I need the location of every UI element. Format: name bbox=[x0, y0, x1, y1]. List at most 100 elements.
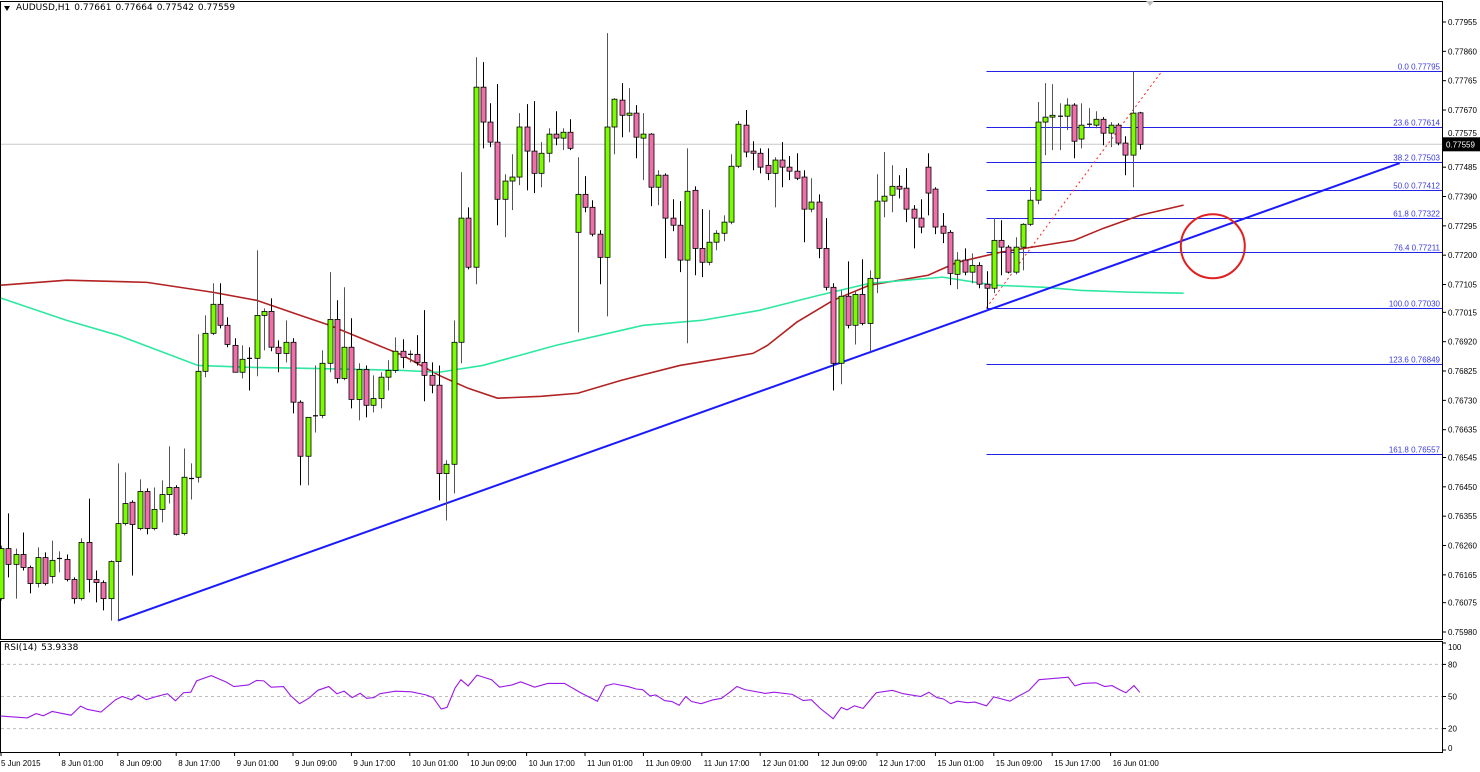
candle bbox=[494, 84, 501, 226]
candle-body-bear bbox=[816, 201, 823, 249]
candle-body-bull bbox=[867, 277, 874, 324]
candle bbox=[808, 178, 815, 213]
candle-body-bear bbox=[400, 350, 407, 358]
candle bbox=[247, 347, 252, 391]
candle-body-bear bbox=[487, 121, 494, 143]
candle-body-bear bbox=[1071, 104, 1078, 142]
rsi-tick-label: 50 bbox=[1448, 693, 1457, 702]
candle-body-bear bbox=[940, 225, 947, 234]
candle bbox=[567, 119, 574, 151]
candle-body-bear bbox=[348, 346, 355, 400]
candle bbox=[867, 270, 874, 352]
candle-body-bear bbox=[648, 133, 655, 188]
candle bbox=[487, 103, 494, 148]
price-tick-label: 0.77390 bbox=[1448, 193, 1477, 202]
candle-body-bull bbox=[1093, 118, 1100, 126]
candle-body-bull bbox=[735, 123, 742, 167]
price-tick-label: 0.77200 bbox=[1448, 251, 1477, 260]
candle bbox=[940, 213, 947, 244]
candle bbox=[750, 141, 757, 171]
candle-body-bear bbox=[699, 247, 706, 263]
candle-body-bull bbox=[1027, 199, 1034, 225]
rsi-line bbox=[0, 674, 1141, 720]
candle-body-bull bbox=[254, 315, 261, 359]
candle-body-bull bbox=[356, 369, 363, 400]
candle bbox=[93, 570, 100, 603]
candle-body-bear bbox=[794, 170, 801, 179]
candle bbox=[0, 545, 5, 601]
time-tick-label: 9 Jun 09:00 bbox=[295, 759, 337, 768]
candle-body-bear bbox=[553, 133, 560, 139]
candle bbox=[611, 98, 618, 155]
rsi-value: 53.9338 bbox=[41, 643, 79, 653]
candle-body-bull bbox=[684, 190, 691, 261]
price-tick-label: 0.77105 bbox=[1448, 281, 1477, 290]
current-price-box bbox=[1443, 137, 1480, 152]
candle-body-bull bbox=[239, 358, 246, 373]
candle-body-bull bbox=[115, 523, 122, 562]
candle bbox=[35, 547, 42, 588]
fib-level-label: 100.0 0.77030 bbox=[1389, 300, 1441, 309]
highlight-circle bbox=[1179, 213, 1246, 280]
candle bbox=[151, 487, 158, 531]
candle bbox=[735, 121, 742, 169]
candle-body-bear bbox=[932, 188, 939, 228]
candle-body-bull bbox=[458, 217, 465, 343]
candle-body-bull bbox=[122, 503, 129, 524]
candle bbox=[677, 201, 684, 273]
axes: 0.77955 0.77860 0.77765 0.77670 0.77575 0.774… bbox=[0, 18, 1480, 768]
candle bbox=[706, 210, 713, 266]
fib-level-label: 161.8 0.76557 bbox=[1389, 446, 1441, 455]
candle bbox=[27, 565, 34, 594]
candle bbox=[458, 172, 465, 364]
rsi-tick-label: 80 bbox=[1448, 660, 1457, 669]
dropdown-triangle-icon[interactable] bbox=[4, 5, 10, 11]
candle bbox=[597, 230, 604, 285]
time-tick-label: 12 Jun 09:00 bbox=[821, 759, 868, 768]
time-tick-label: 15 Jun 01:00 bbox=[937, 759, 984, 768]
candle bbox=[1027, 187, 1034, 227]
candle bbox=[589, 200, 596, 237]
candle bbox=[553, 111, 560, 146]
candle-body-bear bbox=[1100, 118, 1107, 134]
candle bbox=[684, 148, 691, 344]
candle bbox=[115, 463, 122, 621]
candle bbox=[480, 62, 487, 149]
candle-body-bull bbox=[1020, 223, 1027, 248]
candle bbox=[275, 340, 282, 373]
candle bbox=[57, 551, 62, 573]
candle bbox=[78, 538, 85, 601]
candle-body-bear bbox=[64, 559, 71, 580]
candle-body-bull bbox=[283, 341, 290, 354]
candle bbox=[254, 250, 261, 377]
candle bbox=[502, 174, 509, 238]
price-tick-label: 0.76355 bbox=[1448, 512, 1477, 521]
price-tick-label: 0.77860 bbox=[1448, 47, 1477, 56]
candle-body-bear bbox=[436, 384, 443, 474]
candle-body-bear bbox=[619, 99, 626, 116]
candle-body-bear bbox=[976, 264, 983, 285]
candle bbox=[925, 153, 932, 216]
candle-body-bull bbox=[137, 491, 144, 529]
main-panel: 0.0 0.77795 23.6 0.77614 38.2 0.77503 50.0 … bbox=[0, 33, 1442, 622]
time-tick-label: 11 Jun 09:00 bbox=[645, 759, 691, 768]
candle bbox=[465, 207, 472, 270]
candle-body-bull bbox=[721, 221, 728, 234]
candle-body-bear bbox=[42, 557, 49, 584]
candle-body-bear bbox=[1137, 112, 1144, 145]
price-tick-label: 0.77015 bbox=[1448, 308, 1477, 317]
candle-body-bull bbox=[166, 487, 173, 495]
candle bbox=[962, 248, 969, 276]
candle-body-bull bbox=[210, 303, 217, 334]
candle bbox=[524, 104, 531, 191]
candle-body-bear bbox=[1005, 246, 1012, 273]
candle bbox=[232, 338, 239, 373]
time-tick-label: 16 Jun 01:00 bbox=[1113, 759, 1160, 768]
candle-body-bull bbox=[538, 152, 545, 174]
candle-body-bull bbox=[560, 131, 567, 139]
candle bbox=[392, 337, 399, 374]
price-tick-label: 0.76165 bbox=[1448, 571, 1477, 580]
candle-body-bear bbox=[429, 374, 436, 386]
candle bbox=[743, 110, 750, 158]
